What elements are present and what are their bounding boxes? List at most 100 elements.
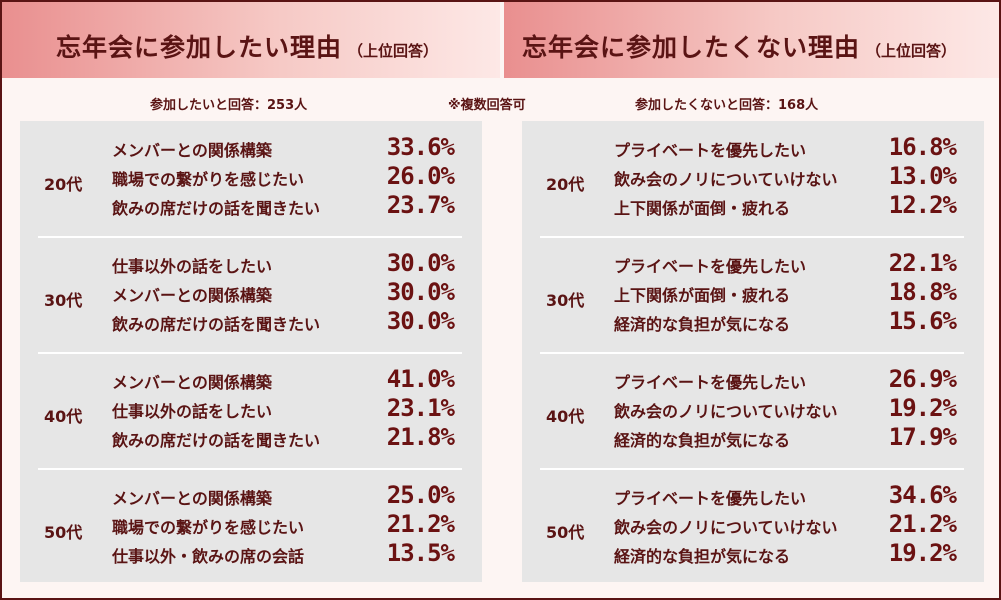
reason-percentage: 34.6%	[888, 481, 957, 509]
group-divider	[540, 468, 964, 470]
reason-percentage: 22.1%	[888, 249, 957, 277]
panel-decline: 20代 プライベートを優先したい 16.8% 飲み会のノリについていけない 13.0% 上…	[522, 121, 984, 582]
reason-text: 仕事以外・飲みの席の会話	[112, 547, 305, 566]
reason-row: 飲みの席だけの話を聞きたい 23.7%	[112, 191, 455, 219]
reason-text: プライベートを優先したい	[614, 373, 807, 392]
title-attend-subtitle: （上位回答）	[348, 42, 439, 60]
reason-text: メンバーとの関係構築	[112, 286, 272, 305]
reason-row: メンバーとの関係構築 33.6%	[112, 133, 455, 161]
reason-row: 上下関係が面倒・疲れる 18.8%	[614, 278, 957, 306]
reason-row: プライベートを優先したい 22.1%	[614, 249, 957, 277]
reason-text: 仕事以外の話をしたい	[112, 257, 273, 276]
reason-percentage: 21.2%	[386, 510, 455, 538]
reason-row: メンバーとの関係構築 41.0%	[112, 365, 455, 393]
reason-percentage: 17.9%	[888, 423, 957, 451]
reason-row: プライベートを優先したい 16.8%	[614, 133, 957, 161]
reason-row: 飲み会のノリについていけない 13.0%	[614, 162, 957, 190]
reason-percentage: 23.1%	[386, 394, 455, 422]
age-label: 20代	[44, 175, 83, 194]
reason-text: 上下関係が面倒・疲れる	[614, 286, 791, 305]
reason-percentage: 19.2%	[888, 539, 957, 567]
respondents-attend: 参加したいと回答：253人	[150, 98, 308, 113]
age-group-40s: 40代 プライベートを優先したい 26.9% 飲み会のノリについていけない 19.2% 経…	[522, 353, 984, 470]
age-group-20s: 20代 プライベートを優先したい 16.8% 飲み会のノリについていけない 13.0% 上…	[522, 121, 984, 238]
panel-attend: 20代 メンバーとの関係構築 33.6% 職場での繋がりを感じたい 26.0% 飲みの席だ…	[20, 121, 482, 582]
reason-row: 職場での繋がりを感じたい 26.0%	[112, 162, 455, 190]
reason-row: 経済的な負担が気になる 17.9%	[614, 423, 957, 451]
group-divider	[38, 352, 462, 354]
reason-percentage: 23.7%	[386, 191, 455, 219]
reason-text: 飲みの席だけの話を聞きたい	[112, 315, 321, 334]
reason-text: プライベートを優先したい	[614, 141, 807, 160]
reason-text: 飲み会のノリについていけない	[614, 518, 838, 537]
reason-text: 上下関係が面倒・疲れる	[614, 199, 791, 218]
reason-row: 経済的な負担が気になる 19.2%	[614, 539, 957, 567]
reason-percentage: 21.2%	[888, 510, 957, 538]
reason-percentage: 21.8%	[386, 423, 455, 451]
reason-row: メンバーとの関係構築 25.0%	[112, 481, 455, 509]
reason-percentage: 16.8%	[888, 133, 957, 161]
reason-percentage: 26.0%	[386, 162, 455, 190]
reason-percentage: 30.0%	[386, 307, 455, 335]
group-divider	[38, 236, 462, 238]
reason-percentage: 15.6%	[888, 307, 957, 335]
reason-text: プライベートを優先したい	[614, 489, 807, 508]
age-label: 30代	[546, 291, 585, 310]
reason-percentage: 19.2%	[888, 394, 957, 422]
title-decline-text: 忘年会に参加したくない理由	[522, 33, 861, 62]
respondents-decline: 参加したくないと回答：168人	[635, 98, 819, 113]
reason-percentage: 13.5%	[386, 539, 455, 567]
header-title-decline: 忘年会に参加したくない理由 （上位回答）	[522, 28, 956, 64]
reason-percentage: 18.8%	[888, 278, 957, 306]
reason-percentage: 30.0%	[386, 278, 455, 306]
title-decline-subtitle: （上位回答）	[866, 42, 957, 60]
reason-text: 飲みの席だけの話を聞きたい	[112, 199, 321, 218]
header-title-attend: 忘年会に参加したい理由 （上位回答）	[56, 28, 438, 64]
reason-text: 仕事以外の話をしたい	[112, 402, 273, 421]
multiple-answer-note: ※複数回答可	[448, 98, 526, 113]
reason-row: プライベートを優先したい 26.9%	[614, 365, 957, 393]
reason-percentage: 13.0%	[888, 162, 957, 190]
reason-percentage: 26.9%	[888, 365, 957, 393]
header-decline-reasons: 忘年会に参加したくない理由 （上位回答）	[504, 2, 999, 78]
reason-text: 職場での繋がりを感じたい	[112, 170, 305, 189]
reason-row: 仕事以外の話をしたい 30.0%	[112, 249, 455, 277]
reason-text: 飲み会のノリについていけない	[614, 170, 838, 189]
reason-percentage: 33.6%	[386, 133, 455, 161]
reason-row: 飲み会のノリについていけない 19.2%	[614, 394, 957, 422]
age-label: 30代	[44, 291, 83, 310]
reason-row: プライベートを優先したい 34.6%	[614, 481, 957, 509]
reason-text: 職場での繋がりを感じたい	[112, 518, 305, 537]
reason-row: 飲みの席だけの話を聞きたい 30.0%	[112, 307, 455, 335]
reason-text: 経済的な負担が気になる	[614, 431, 791, 450]
age-label: 50代	[546, 523, 585, 542]
age-label: 20代	[546, 175, 585, 194]
age-label: 50代	[44, 523, 83, 542]
age-group-50s: 50代 メンバーとの関係構築 25.0% 職場での繋がりを感じたい 21.2% 仕事以外・…	[20, 469, 482, 585]
reason-text: 飲み会のノリについていけない	[614, 402, 838, 421]
reason-row: 飲み会のノリについていけない 21.2%	[614, 510, 957, 538]
group-divider	[540, 236, 964, 238]
header-attend-reasons: 忘年会に参加したい理由 （上位回答）	[2, 2, 500, 78]
reason-percentage: 41.0%	[386, 365, 455, 393]
reason-row: 飲みの席だけの話を聞きたい 21.8%	[112, 423, 455, 451]
group-divider	[38, 468, 462, 470]
reason-text: メンバーとの関係構築	[112, 489, 272, 508]
title-attend-text: 忘年会に参加したい理由	[56, 33, 343, 62]
age-label: 40代	[546, 407, 585, 426]
age-group-50s: 50代 プライベートを優先したい 34.6% 飲み会のノリについていけない 21.2% 経…	[522, 469, 984, 585]
reason-percentage: 12.2%	[888, 191, 957, 219]
reason-text: 経済的な負担が気になる	[614, 315, 791, 334]
reason-text: 経済的な負担が気になる	[614, 547, 791, 566]
reason-row: 仕事以外の話をしたい 23.1%	[112, 394, 455, 422]
age-label: 40代	[44, 407, 83, 426]
reason-row: 仕事以外・飲みの席の会話 13.5%	[112, 539, 455, 567]
reason-row: 経済的な負担が気になる 15.6%	[614, 307, 957, 335]
reason-percentage: 25.0%	[386, 481, 455, 509]
reason-text: 飲みの席だけの話を聞きたい	[112, 431, 321, 450]
group-divider	[540, 352, 964, 354]
reason-text: メンバーとの関係構築	[112, 141, 272, 160]
reason-text: メンバーとの関係構築	[112, 373, 272, 392]
reason-percentage: 30.0%	[386, 249, 455, 277]
